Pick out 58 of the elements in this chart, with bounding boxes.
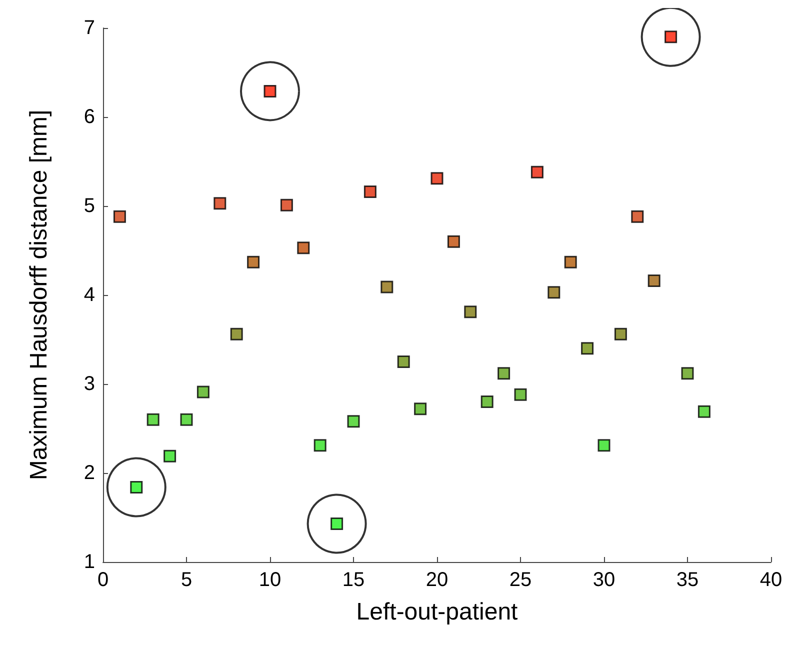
point bbox=[598, 439, 610, 452]
point bbox=[164, 450, 176, 462]
x-tick-label: 40 bbox=[760, 569, 782, 591]
point bbox=[648, 274, 660, 288]
point bbox=[130, 480, 143, 494]
point bbox=[681, 367, 694, 380]
point bbox=[397, 356, 410, 368]
x-axis-title: Left-out-patient bbox=[356, 598, 518, 626]
y-tick-label: 7 bbox=[84, 17, 95, 39]
x-tick-label: 15 bbox=[342, 569, 365, 591]
x-tick-label: 5 bbox=[180, 569, 192, 591]
y-axis-title: Maximum Hausdorff distance [mm] bbox=[26, 110, 52, 480]
point bbox=[698, 405, 710, 418]
point bbox=[247, 256, 260, 268]
point bbox=[530, 166, 544, 178]
point bbox=[330, 517, 344, 530]
point bbox=[347, 415, 360, 428]
point bbox=[430, 172, 444, 185]
point bbox=[581, 342, 594, 355]
point bbox=[314, 439, 326, 452]
x-tick-label: 25 bbox=[509, 569, 532, 591]
point bbox=[380, 280, 394, 294]
y-tick-label: 5 bbox=[84, 195, 95, 217]
point bbox=[464, 306, 477, 318]
y-tick-label: 6 bbox=[84, 106, 95, 128]
point bbox=[664, 30, 678, 44]
point bbox=[631, 210, 644, 223]
point bbox=[146, 413, 160, 426]
point bbox=[498, 367, 510, 380]
point bbox=[240, 61, 300, 122]
x-tick-label: 35 bbox=[676, 569, 699, 591]
y-tick-label: 1 bbox=[84, 551, 95, 573]
y-tick-label: 3 bbox=[84, 373, 95, 395]
point bbox=[180, 413, 193, 426]
point bbox=[306, 494, 367, 554]
point bbox=[230, 328, 243, 340]
point bbox=[514, 388, 527, 401]
point bbox=[447, 235, 460, 248]
y-tick-label: 2 bbox=[84, 462, 95, 484]
point bbox=[196, 386, 210, 398]
y-tick-label: 4 bbox=[84, 284, 95, 306]
point bbox=[264, 84, 276, 98]
point bbox=[640, 8, 701, 67]
point bbox=[564, 256, 577, 268]
x-tick-label: 0 bbox=[97, 569, 109, 591]
point bbox=[214, 197, 226, 210]
point bbox=[297, 242, 310, 254]
x-tick-label: 30 bbox=[592, 569, 616, 591]
point bbox=[614, 328, 627, 340]
point bbox=[548, 286, 560, 299]
point bbox=[280, 198, 293, 212]
point bbox=[113, 210, 126, 223]
point bbox=[480, 396, 494, 408]
point bbox=[414, 402, 427, 416]
point bbox=[364, 186, 376, 198]
x-tick-label: 10 bbox=[258, 569, 282, 591]
point bbox=[106, 457, 166, 518]
x-tick-label: 20 bbox=[426, 569, 448, 591]
